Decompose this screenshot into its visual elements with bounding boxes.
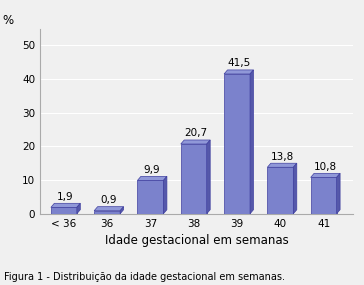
Polygon shape — [224, 74, 250, 214]
Polygon shape — [51, 207, 77, 214]
Polygon shape — [138, 176, 167, 180]
Text: 41,5: 41,5 — [227, 58, 250, 68]
Text: 13,8: 13,8 — [270, 152, 294, 162]
Text: 20,7: 20,7 — [184, 128, 207, 138]
Polygon shape — [293, 163, 297, 214]
X-axis label: Idade gestacional em semanas: Idade gestacional em semanas — [105, 234, 288, 247]
Polygon shape — [138, 180, 163, 214]
Polygon shape — [77, 203, 80, 214]
Polygon shape — [267, 163, 297, 167]
Polygon shape — [181, 144, 207, 214]
Polygon shape — [310, 177, 337, 214]
Polygon shape — [310, 173, 340, 177]
Polygon shape — [94, 207, 124, 211]
Polygon shape — [250, 70, 253, 214]
Text: 0,9: 0,9 — [100, 195, 117, 205]
Polygon shape — [224, 70, 253, 74]
Polygon shape — [267, 167, 293, 214]
Text: 1,9: 1,9 — [57, 192, 74, 201]
Polygon shape — [181, 140, 210, 144]
Text: 9,9: 9,9 — [144, 165, 161, 175]
Polygon shape — [120, 207, 124, 214]
Polygon shape — [207, 140, 210, 214]
Text: %: % — [3, 14, 13, 27]
Text: Figura 1 - Distribuição da idade gestacional em semanas.: Figura 1 - Distribuição da idade gestaci… — [4, 272, 285, 282]
Text: 10,8: 10,8 — [314, 162, 337, 172]
Polygon shape — [94, 211, 120, 214]
Polygon shape — [337, 173, 340, 214]
Polygon shape — [51, 203, 80, 207]
Polygon shape — [163, 176, 167, 214]
